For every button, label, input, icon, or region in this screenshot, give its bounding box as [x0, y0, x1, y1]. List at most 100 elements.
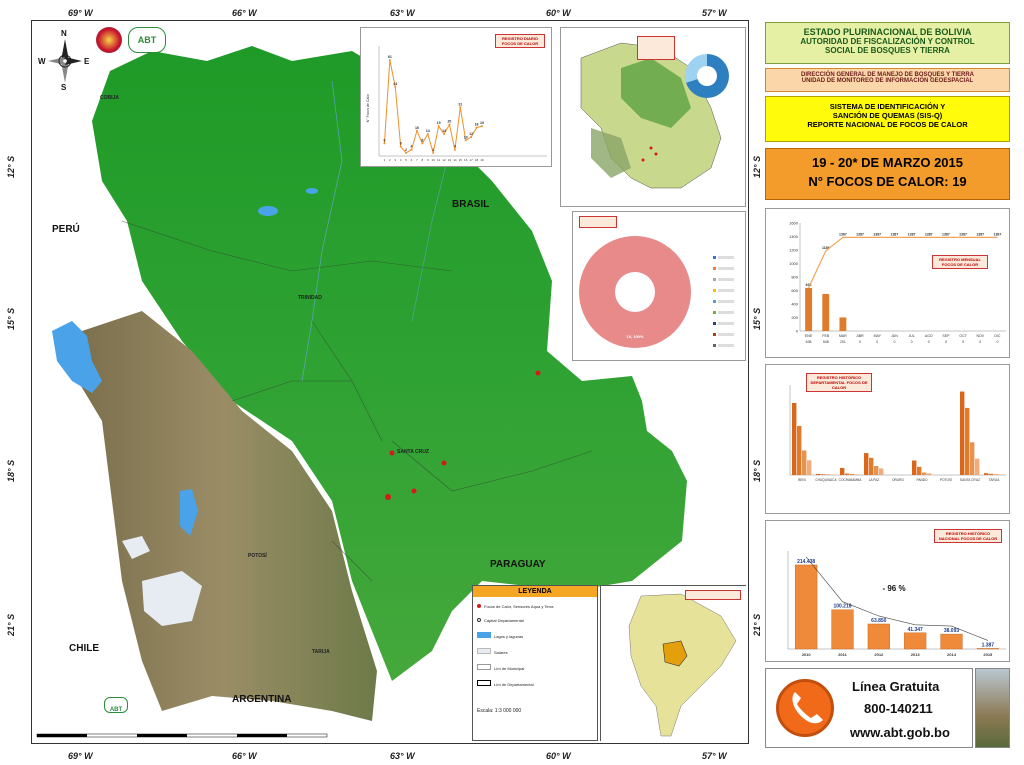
dept-category-label: PANDO	[916, 478, 928, 482]
phone-icon	[776, 679, 834, 737]
coord-bottom-4: 60° W	[546, 751, 571, 761]
national-value-label: 100.218	[833, 604, 851, 610]
daily-point	[470, 136, 473, 139]
monthly-value-label: 0	[928, 340, 930, 344]
daily-point	[410, 148, 413, 151]
daily-value-label: 12	[469, 132, 473, 136]
daily-tick-label: 19	[480, 158, 484, 162]
daily-tick-label: 1	[384, 158, 386, 162]
national-value-label: 38.093	[944, 628, 960, 634]
monthly-category-label: JUL	[908, 334, 914, 338]
compass-w: W	[38, 57, 46, 66]
monthly-value-label: 201	[840, 340, 846, 344]
label-chile: CHILE	[69, 643, 99, 654]
contact-phone: 800-140211	[864, 701, 933, 716]
national-trend-line	[805, 556, 988, 641]
daily-tick-label: 12	[442, 158, 446, 162]
daily-tick-label: 3	[394, 158, 396, 162]
andes-region	[72, 311, 377, 721]
fire-legend-icon	[477, 604, 481, 608]
dept-bar	[816, 473, 821, 475]
report-count: N° FOCOS DE CALOR: 19	[808, 174, 967, 189]
salar-legend-icon	[477, 648, 491, 654]
dept-category-label: LA PAZ	[869, 478, 880, 482]
national-bar	[795, 564, 818, 650]
daily-point	[405, 151, 408, 154]
monthly-category-label: MAY	[874, 334, 882, 338]
coord-bottom-1: 69° W	[68, 751, 93, 761]
dept-category-label: BENI	[798, 478, 806, 482]
monthly-category-label: MAR	[839, 334, 847, 338]
lake-titicaca	[52, 321, 102, 393]
inset-donut-hole	[697, 66, 717, 86]
monthly-acc-label: 1387	[976, 232, 984, 236]
daily-value-label: 2	[432, 148, 434, 152]
monthly-acc-label: 1186	[822, 246, 830, 250]
monthly-value-label: 0	[893, 340, 895, 344]
dept-bar	[792, 403, 797, 475]
monthly-acc-label: 1387	[839, 232, 847, 236]
label-paraguay: PARAGUAY	[490, 559, 546, 570]
monthly-bar-chart: 0 200 400 600 800 1000 1200 1400 1600 638 ENE 638 11…	[789, 221, 1006, 344]
daily-point	[388, 59, 391, 62]
legend-lakes: Lagos y lagunas	[494, 634, 524, 639]
dept-category-label: CHUQUISACA	[815, 478, 837, 482]
pie-legend-swatch	[713, 278, 716, 281]
daily-chart-title: REGISTRO DIARIO FOCOS DE CALOR	[495, 34, 545, 48]
dept-bar	[826, 474, 831, 475]
monthly-acc-label: 1387	[925, 232, 933, 236]
dept-legend-icon	[477, 680, 491, 686]
monthly-y-tick: 600	[791, 288, 798, 293]
contact-label: Línea Gratuita	[852, 679, 940, 694]
monthly-value-label: 638	[806, 340, 812, 344]
daily-point	[480, 125, 483, 128]
pie-legend-swatch	[713, 256, 716, 259]
monthly-category-label: JUN	[891, 334, 898, 338]
monthly-y-tick: 400	[791, 302, 798, 307]
monthly-acc-label: 1387	[908, 232, 916, 236]
daily-tick-label: 2	[389, 158, 391, 162]
daily-chart-panel: REGISTRO DIARIO FOCOS DE CALOR 8 61 44 6 2 4 1…	[360, 27, 552, 167]
dept-bar	[821, 474, 826, 475]
dept-bar	[840, 467, 845, 475]
monthly-value-label: 0	[945, 340, 947, 344]
pie-legend-swatch	[713, 300, 716, 303]
monthly-value-label: 0	[962, 340, 964, 344]
monthly-category-label: ENE	[805, 334, 813, 338]
monthly-value-label: 548	[823, 340, 829, 344]
coord-right-1: 12° S	[752, 155, 762, 178]
dept-bar	[960, 391, 965, 475]
monthly-acc-label: 1387	[873, 232, 881, 236]
coord-bottom-2: 66° W	[232, 751, 257, 761]
national-bar	[831, 609, 854, 650]
daily-tick-label: 11	[437, 158, 440, 162]
contact-web[interactable]: www.abt.gob.bo	[850, 725, 950, 740]
coord-top-1: 69° W	[68, 8, 93, 18]
pie-legend-text-mark	[718, 256, 734, 259]
monthly-acc-label: 1387	[856, 232, 864, 236]
monthly-acc-label: 1387	[959, 232, 967, 236]
lake-poopo	[180, 489, 198, 536]
dept-bar	[879, 468, 884, 475]
header-line1: ESTADO PLURINACIONAL DE BOLIVIA	[803, 27, 972, 37]
daily-tick-label: 8	[422, 158, 424, 162]
daily-tick-label: 4	[400, 158, 402, 162]
daily-value-label: 20	[447, 120, 451, 124]
pie-legend-text-mark	[718, 300, 734, 303]
national-bar	[940, 633, 963, 650]
compass-e: E	[84, 57, 90, 66]
salar-coipasa	[122, 536, 150, 559]
pie-legend-text-mark	[718, 311, 734, 314]
coord-top-4: 60° W	[546, 8, 571, 18]
monthly-value-label: 0	[911, 340, 913, 344]
dept-bar	[864, 453, 869, 475]
pie-legend-swatch	[713, 289, 716, 292]
compass-s: S	[61, 83, 67, 92]
department-bar-chart: BENI CHUQUISACA COCHABAMBA LA PAZ ORURO PANDO…	[789, 385, 1006, 482]
pie-legend-swatch	[713, 344, 716, 347]
coord-bottom-5: 57° W	[702, 751, 727, 761]
dept-bar	[912, 460, 917, 475]
south-america-inset	[600, 585, 747, 742]
legend-panel: LEYENDA Focos de Calor, Sensores Aqua y …	[472, 585, 598, 741]
national-chart-title: REGISTRO HISTÓRICO NACIONAL FOCOS DE CAL…	[934, 529, 1002, 543]
